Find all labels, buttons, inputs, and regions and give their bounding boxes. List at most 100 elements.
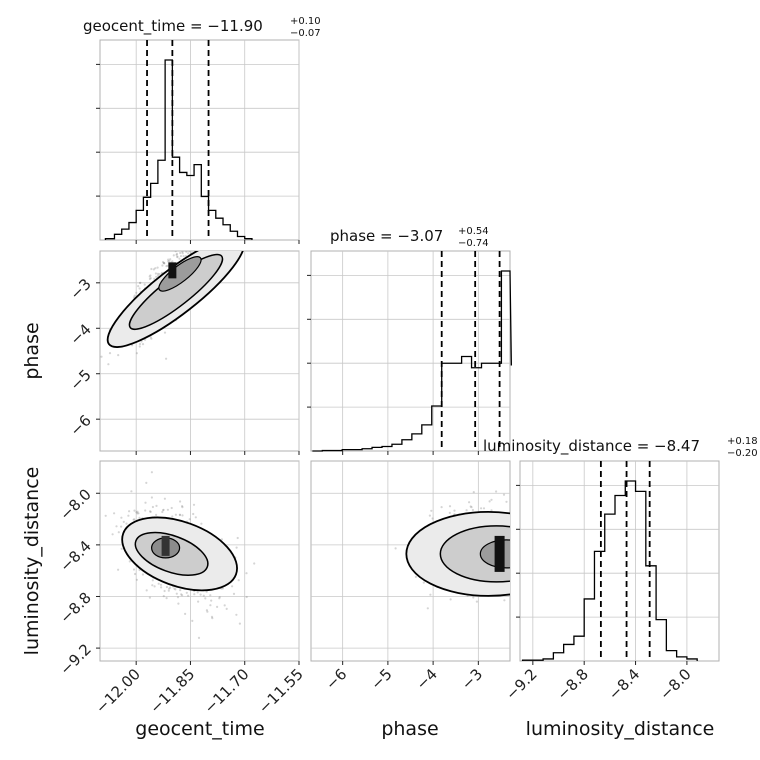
sample-point	[511, 550, 513, 552]
sample-point	[163, 262, 166, 265]
sample-point	[138, 342, 142, 346]
sample-point	[521, 604, 523, 606]
hist-bar-geocent-time	[165, 60, 172, 240]
sample-point	[394, 547, 397, 550]
sample-point	[193, 248, 195, 250]
sample-point	[516, 558, 518, 560]
sample-point	[245, 595, 248, 599]
sample-point	[169, 586, 172, 589]
sample-point	[525, 577, 527, 579]
sample-point	[166, 508, 169, 511]
sample-point	[198, 245, 200, 247]
sample-point	[198, 244, 200, 246]
hist-bar-geocent-time	[158, 160, 165, 240]
sample-point	[144, 338, 147, 341]
sample-point	[213, 230, 215, 232]
sample-point	[197, 226, 199, 228]
sample-point	[555, 566, 557, 568]
sample-point	[204, 220, 206, 222]
sample-point	[202, 594, 205, 597]
title-phase-lower: −0.74	[458, 238, 489, 249]
sample-point	[192, 503, 196, 506]
sample-point	[204, 224, 206, 226]
x-tick-label: −8.8	[554, 665, 592, 703]
sample-point	[135, 511, 138, 514]
sample-point	[199, 593, 202, 596]
hist-bar-geocent-time	[122, 229, 129, 240]
histogram-phase	[312, 270, 513, 452]
hist-bar-phase	[402, 440, 412, 451]
contours-geocent-time-vs-luminosity-distance	[121, 516, 238, 592]
hist-bar-luminosity-distance	[615, 495, 625, 661]
sample-point	[511, 528, 513, 530]
hist-bar-geocent-time	[136, 210, 143, 240]
sample-point	[178, 513, 181, 516]
sample-point	[141, 343, 145, 346]
sample-point	[174, 251, 177, 253]
sample-point	[524, 596, 526, 598]
contour-level	[479, 539, 510, 569]
sample-point	[516, 590, 518, 592]
sample-point	[138, 516, 141, 520]
sample-point	[214, 230, 216, 232]
sample-point	[234, 214, 236, 216]
y-tick-label: −5	[66, 366, 94, 394]
sample-point	[189, 246, 191, 248]
hist-bar-phase	[501, 271, 510, 451]
sample-point	[525, 519, 527, 521]
sample-point	[210, 220, 212, 222]
sample-point	[524, 506, 526, 508]
histogram-luminosity-distance	[521, 480, 698, 661]
sample-point	[148, 275, 151, 278]
sample-point	[223, 604, 226, 607]
sample-point	[511, 563, 513, 565]
sample-point	[453, 509, 456, 512]
hist-bar-geocent-time	[114, 234, 121, 240]
sample-point	[136, 512, 139, 515]
x-tick-label: −11.55	[255, 665, 307, 717]
sample-point	[166, 264, 169, 267]
sample-point	[200, 247, 202, 249]
sample-point	[172, 247, 174, 249]
sample-point	[537, 552, 539, 554]
sample-point	[185, 591, 188, 594]
contour-level	[128, 253, 224, 331]
sample-point	[173, 247, 175, 249]
sample-point	[205, 609, 208, 612]
sample-point	[512, 553, 514, 555]
sample-point	[529, 581, 531, 583]
sample-point	[472, 491, 475, 494]
sample-point	[113, 512, 116, 515]
sample-point	[539, 581, 541, 583]
hist-bar-geocent-time	[172, 157, 179, 240]
sample-point	[171, 515, 174, 518]
sample-point	[196, 243, 198, 245]
sample-point	[212, 231, 214, 233]
sample-point	[225, 607, 228, 611]
x-tick-label: −8.0	[656, 665, 694, 703]
hist-bar-phase	[472, 368, 482, 451]
hist-bar-luminosity-distance	[666, 651, 676, 661]
x-tick-label: −9.2	[502, 665, 540, 703]
sample-point	[175, 243, 177, 245]
sample-point	[155, 275, 158, 278]
sample-point	[525, 564, 527, 566]
sample-point	[193, 593, 196, 596]
sample-point	[535, 555, 537, 557]
sample-point	[197, 636, 201, 640]
sample-point	[181, 506, 184, 509]
sample-point	[149, 274, 152, 277]
hist-bar-geocent-time	[180, 172, 187, 240]
sample-point	[218, 596, 221, 599]
sample-point	[535, 532, 537, 534]
sample-point	[135, 352, 138, 355]
panel-geocent-time-hist	[99, 39, 300, 241]
sample-point	[503, 599, 506, 602]
sample-point	[144, 501, 147, 504]
density-peak	[168, 262, 177, 279]
sample-point	[194, 516, 197, 519]
sample-point	[205, 590, 208, 593]
sample-point	[512, 561, 514, 563]
sample-point	[545, 536, 547, 538]
sample-point	[522, 563, 524, 565]
